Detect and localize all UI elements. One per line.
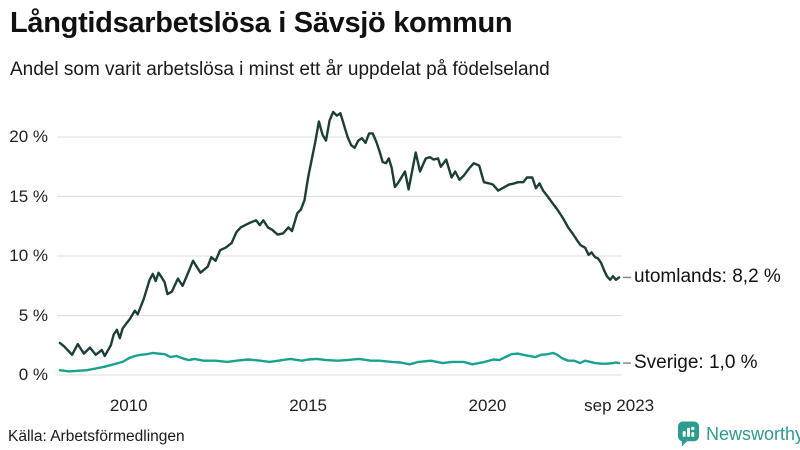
series-end-label-utomlands: utomlands: 8,2 %	[634, 266, 781, 288]
y-tick-label: 10 %	[9, 246, 48, 265]
series-line-utomlands	[58, 110, 621, 358]
page-title: Långtidsarbetslösa i Sävsjö kommun	[10, 7, 513, 39]
x-tick-label: 2020	[468, 396, 507, 415]
x-tick-label: sep 2023	[584, 396, 655, 415]
series-end-label-sverige: Sverige: 1,0 %	[634, 352, 758, 374]
chart-subtitle: Andel som varit arbetslösa i minst ett å…	[10, 59, 550, 80]
source-note: Källa: Arbetsförmedlingen	[8, 428, 185, 445]
newsworthy-logo: Newsworthy	[677, 421, 800, 447]
x-tick-label: 2010	[109, 396, 148, 415]
series-line-sverige	[58, 351, 621, 373]
x-tick-label: 2015	[289, 396, 328, 415]
y-tick-label: 0 %	[18, 365, 48, 384]
newsworthy-logo-icon	[677, 421, 700, 447]
newsworthy-wordmark: Newsworthy	[706, 423, 800, 444]
y-tick-label: 5 %	[18, 305, 48, 325]
y-tick-label: 20 %	[9, 127, 48, 146]
y-tick-label: 15 %	[9, 186, 48, 206]
